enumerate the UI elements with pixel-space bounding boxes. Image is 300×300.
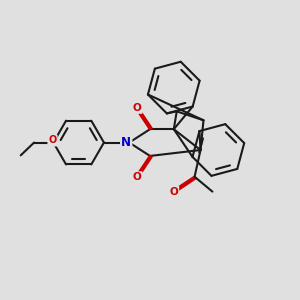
- Text: O: O: [133, 172, 142, 182]
- Text: O: O: [169, 187, 178, 196]
- Text: O: O: [133, 103, 142, 113]
- Text: O: O: [48, 136, 57, 146]
- Text: N: N: [121, 136, 131, 149]
